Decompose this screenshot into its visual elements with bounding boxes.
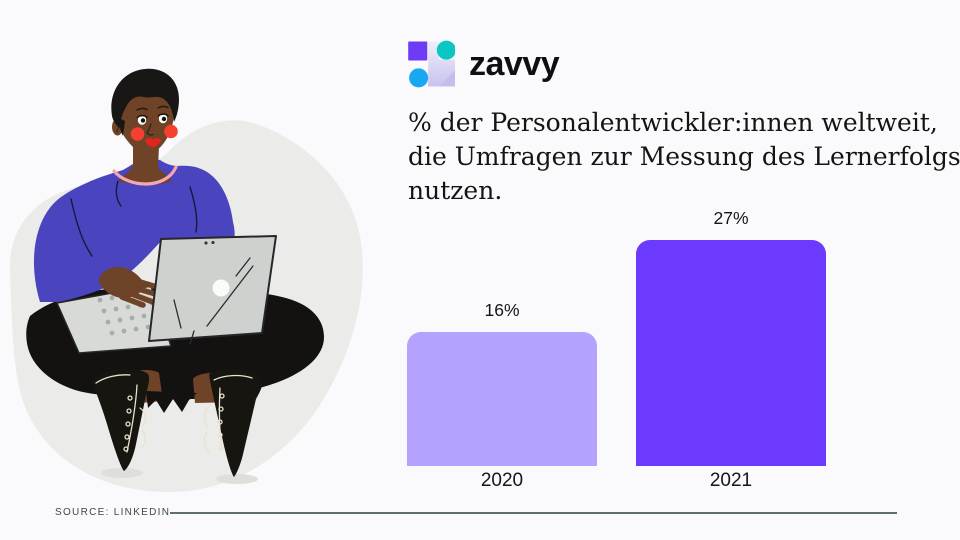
bar: [407, 332, 597, 466]
lips: [145, 138, 161, 148]
sweater: [33, 158, 235, 302]
footer-divider-line: [170, 512, 897, 514]
logo: zavvy: [403, 38, 560, 90]
title-line-1: % der Personalentwickler:innen weltweit,: [408, 108, 938, 137]
bar-category-label: 2020: [480, 470, 524, 491]
bar-value-label: 16%: [484, 300, 520, 320]
person-laptop-illustration: [9, 68, 363, 493]
bar-column-2021: 27%: [636, 208, 826, 466]
shoe-laces: [95, 374, 253, 453]
bar-category-label: 2021: [709, 470, 753, 491]
title-line-2: die Umfragen zur Messung des Lernerfolgs: [408, 142, 960, 171]
pant-hem: [146, 391, 197, 413]
hair: [111, 68, 179, 128]
laptop-logo: [212, 279, 230, 297]
sideburn: [119, 118, 125, 136]
zavvy-logo-icon: [408, 40, 455, 88]
lid-accent-lines: [173, 240, 254, 345]
nose: [146, 123, 154, 136]
shoe-left: [92, 369, 150, 471]
eyebrows: [136, 105, 169, 111]
laptop-lid: [148, 235, 277, 342]
bar-value-label: 27%: [713, 208, 749, 228]
eyes: [136, 113, 169, 125]
chart-title: % der Personalentwickler:innen weltweit,…: [408, 106, 960, 208]
title-line-3: nutzen.: [408, 176, 503, 205]
shoe-right: [209, 369, 263, 477]
bar: [636, 240, 826, 466]
necklace: [112, 165, 178, 186]
source-label: SOURCE: LINKEDIN: [55, 507, 171, 518]
blush-right: [164, 124, 178, 139]
logo-wordmark: zavvy: [469, 45, 560, 83]
blush-left: [130, 127, 145, 141]
shoe-shadow-left: [101, 468, 143, 478]
neck: [118, 140, 172, 185]
bar-column-2020: 16%: [407, 300, 597, 466]
shoe-shadow-right: [216, 474, 258, 484]
